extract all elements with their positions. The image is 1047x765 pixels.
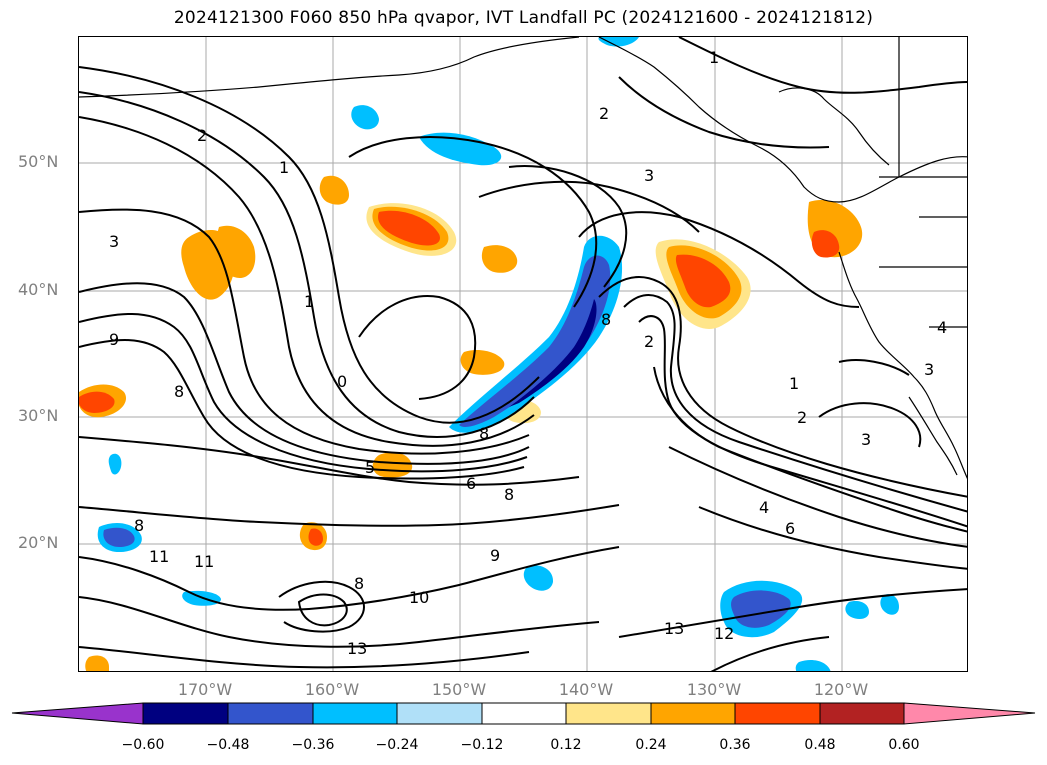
colorbar-segment bbox=[142, 702, 229, 725]
contour-label: 3 bbox=[861, 430, 871, 449]
contour-label: 8 bbox=[504, 485, 514, 504]
colorbar-segment bbox=[396, 702, 483, 725]
colorbar-segment bbox=[819, 702, 905, 725]
colorbar-tick: −0.60 bbox=[121, 737, 165, 753]
contour-label: 11 bbox=[194, 552, 214, 571]
contour-label: 2 bbox=[197, 126, 207, 145]
contour-label: 9 bbox=[109, 330, 119, 349]
contour-label: 0 bbox=[337, 372, 347, 391]
colorbar-segment bbox=[227, 702, 314, 725]
contour-label-group: 1 2 3 1 3 2 1 9 8 0 8 5 6 8 9 8 11 11 8 … bbox=[109, 48, 947, 658]
contour-label: 8 bbox=[174, 382, 184, 401]
contour-label: 8 bbox=[601, 310, 611, 329]
contour-label: 1 bbox=[304, 292, 314, 311]
colorbar-tick: −0.24 bbox=[375, 737, 419, 753]
lon-label-120w: 120°W bbox=[813, 680, 869, 699]
contour-label: 10 bbox=[409, 588, 429, 607]
lat-label-50n: 50°N bbox=[18, 152, 59, 171]
contour-label: 8 bbox=[354, 574, 364, 593]
contour-label: 8 bbox=[479, 424, 489, 443]
colorbar-tick: 0.24 bbox=[635, 737, 667, 753]
colorbar-segments bbox=[11, 702, 1036, 725]
colorbar-segment bbox=[565, 702, 652, 725]
colorbar-svg bbox=[11, 702, 1036, 725]
contour-label: 2 bbox=[797, 408, 807, 427]
negative-anomaly-fills bbox=[97, 37, 899, 671]
colorbar-tick: −0.48 bbox=[206, 737, 250, 753]
lon-label-170w: 170°W bbox=[177, 680, 233, 699]
colorbar-tick: 0.36 bbox=[719, 737, 751, 753]
lat-label-20n: 20°N bbox=[18, 533, 59, 552]
contour-label: 12 bbox=[714, 624, 734, 643]
lat-label-30n: 30°N bbox=[18, 406, 59, 425]
contour-label: 3 bbox=[924, 360, 934, 379]
contour-label: 13 bbox=[664, 619, 684, 638]
colorbar-segment bbox=[650, 702, 736, 725]
colorbar-segment bbox=[734, 702, 821, 725]
contour-label: 5 bbox=[365, 458, 375, 477]
colorbar-extend-high bbox=[903, 702, 1036, 725]
contour-label: 4 bbox=[759, 498, 769, 517]
contour-label: 1 bbox=[279, 158, 289, 177]
contour-label: 2 bbox=[599, 104, 609, 123]
colorbar-tick: −0.12 bbox=[460, 737, 504, 753]
contour-label: 9 bbox=[490, 546, 500, 565]
contour-label: 8 bbox=[134, 516, 144, 535]
colorbar-tick: 0.12 bbox=[550, 737, 582, 753]
map-svg: 1 2 3 1 3 2 1 9 8 0 8 5 6 8 9 8 11 11 8 … bbox=[79, 37, 967, 671]
lon-label-160w: 160°W bbox=[304, 680, 360, 699]
contour-label: 11 bbox=[149, 547, 169, 566]
colorbar-tick: 0.60 bbox=[888, 737, 920, 753]
graticule bbox=[79, 37, 967, 671]
contour-label: 1 bbox=[709, 48, 719, 67]
contour-label: 4 bbox=[937, 318, 947, 337]
contour-label: 1 bbox=[789, 374, 799, 393]
contour-label: 3 bbox=[109, 232, 119, 251]
contour-label: 13 bbox=[347, 639, 367, 658]
colorbar-tick: −0.36 bbox=[291, 737, 335, 753]
positive-anomaly-fills bbox=[79, 175, 863, 671]
colorbar-tick: 0.48 bbox=[804, 737, 836, 753]
contour-label: 2 bbox=[644, 332, 654, 351]
colorbar-segment bbox=[312, 702, 398, 725]
lon-label-130w: 130°W bbox=[686, 680, 742, 699]
colorbar-extend-low bbox=[11, 702, 144, 725]
lon-label-150w: 150°W bbox=[431, 680, 487, 699]
contour-label: 6 bbox=[785, 519, 795, 538]
page-title: 2024121300 F060 850 hPa qvapor, IVT Land… bbox=[173, 8, 874, 28]
lon-label-140w: 140°W bbox=[558, 680, 614, 699]
colorbar-segment bbox=[481, 702, 567, 725]
contour-label: 3 bbox=[644, 166, 654, 185]
lat-label-40n: 40°N bbox=[18, 280, 59, 299]
contour-label: 6 bbox=[466, 474, 476, 493]
colorbar bbox=[0, 700, 1047, 736]
map-panel: 1 2 3 1 3 2 1 9 8 0 8 5 6 8 9 8 11 11 8 … bbox=[78, 36, 968, 672]
contour-lines bbox=[79, 37, 967, 671]
